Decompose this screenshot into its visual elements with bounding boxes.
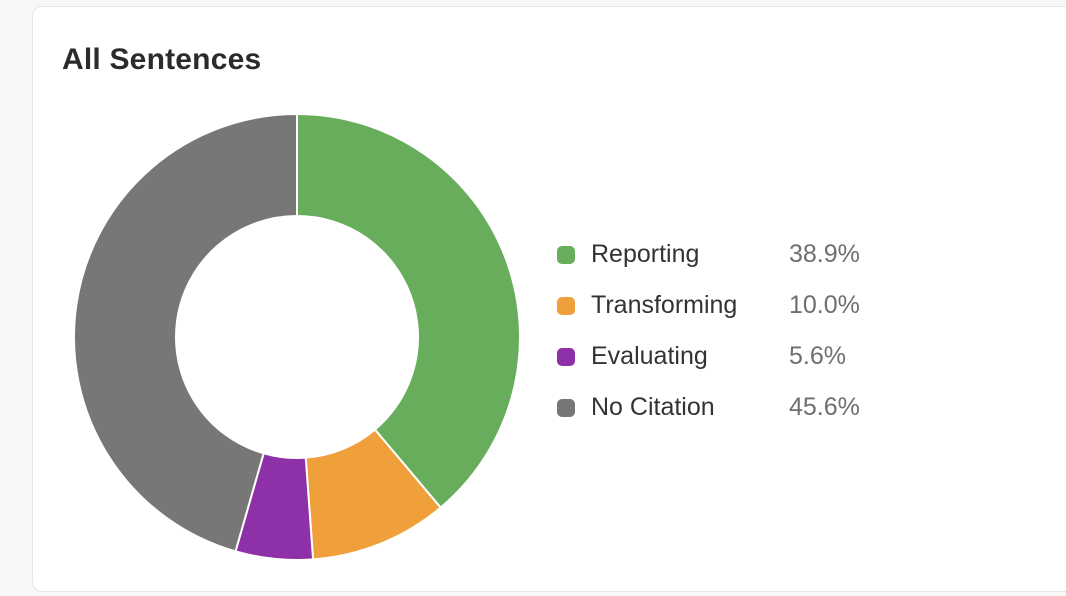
legend-value: 10.0% [789, 291, 860, 319]
legend-value: 38.9% [789, 240, 860, 268]
slice-no-citation[interactable] [73, 112, 298, 553]
legend-swatch [557, 348, 575, 366]
chart-legend: Reporting 38.9% Transforming 10.0% Evalu… [557, 235, 917, 439]
donut-chart [73, 112, 521, 561]
legend-swatch [557, 297, 575, 315]
legend-label: Reporting [591, 240, 700, 268]
legend-value: 5.6% [789, 342, 846, 370]
legend-item-reporting[interactable]: Reporting 38.9% [557, 235, 917, 286]
legend-item-transforming[interactable]: Transforming 10.0% [557, 286, 917, 337]
legend-swatch [557, 399, 575, 417]
legend-item-no-citation[interactable]: No Citation 45.6% [557, 388, 917, 439]
legend-swatch [557, 246, 575, 264]
legend-label: No Citation [591, 393, 715, 421]
legend-label: Transforming [591, 291, 738, 319]
legend-item-evaluating[interactable]: Evaluating 5.6% [557, 337, 917, 388]
legend-value: 45.6% [789, 393, 860, 421]
chart-title: All Sentences [62, 43, 262, 76]
chart-card: All Sentences Reporting 38.9% Transformi… [32, 6, 1066, 592]
legend-label: Evaluating [591, 342, 708, 370]
slice-reporting[interactable] [296, 112, 521, 509]
